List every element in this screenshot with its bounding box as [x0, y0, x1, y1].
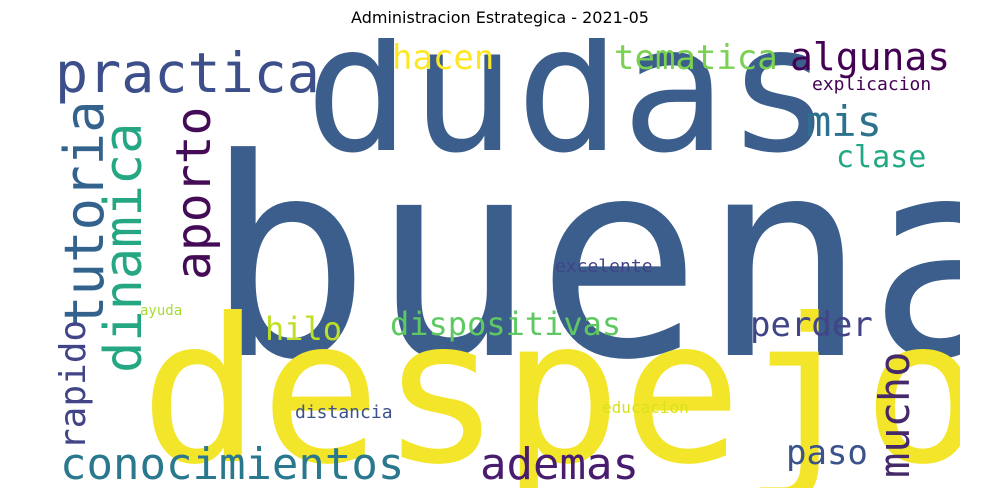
word-paso: paso — [786, 433, 868, 473]
word-hacen: hacen — [392, 38, 495, 78]
word-ademas: ademas — [480, 439, 639, 488]
chart-title: Administracion Estrategica - 2021-05 — [351, 8, 649, 27]
word-mis: mis — [806, 97, 882, 146]
word-practica: practica — [55, 41, 320, 105]
word-hilo: hilo — [265, 310, 343, 348]
word-rapido: rapido — [53, 319, 94, 450]
word-dudas: dudas — [305, 38, 832, 192]
word-dinamica: dinamica — [94, 122, 154, 373]
word-explicacion: explicacion — [812, 74, 932, 95]
word-cloud: buena despejo dudas practica tutoria din… — [40, 38, 960, 488]
word-clase: clase — [836, 140, 927, 175]
word-despejo: despejo — [140, 276, 960, 489]
word-conocimientos: conocimientos — [60, 439, 405, 488]
word-buena: buena — [205, 100, 960, 420]
word-mucho: mucho — [870, 351, 919, 478]
word-distancia: distancia — [295, 402, 393, 423]
word-educacion: educacion — [602, 398, 689, 417]
word-ayuda: ayuda — [140, 303, 183, 319]
word-excelente: excelente — [555, 256, 653, 277]
word-perder: perder — [750, 305, 873, 345]
word-dispositivas: dispositivas — [390, 305, 622, 343]
word-aporto: aporto — [166, 106, 222, 280]
word-tematica: tematica — [614, 38, 778, 78]
word-algunas: algunas — [790, 38, 951, 79]
